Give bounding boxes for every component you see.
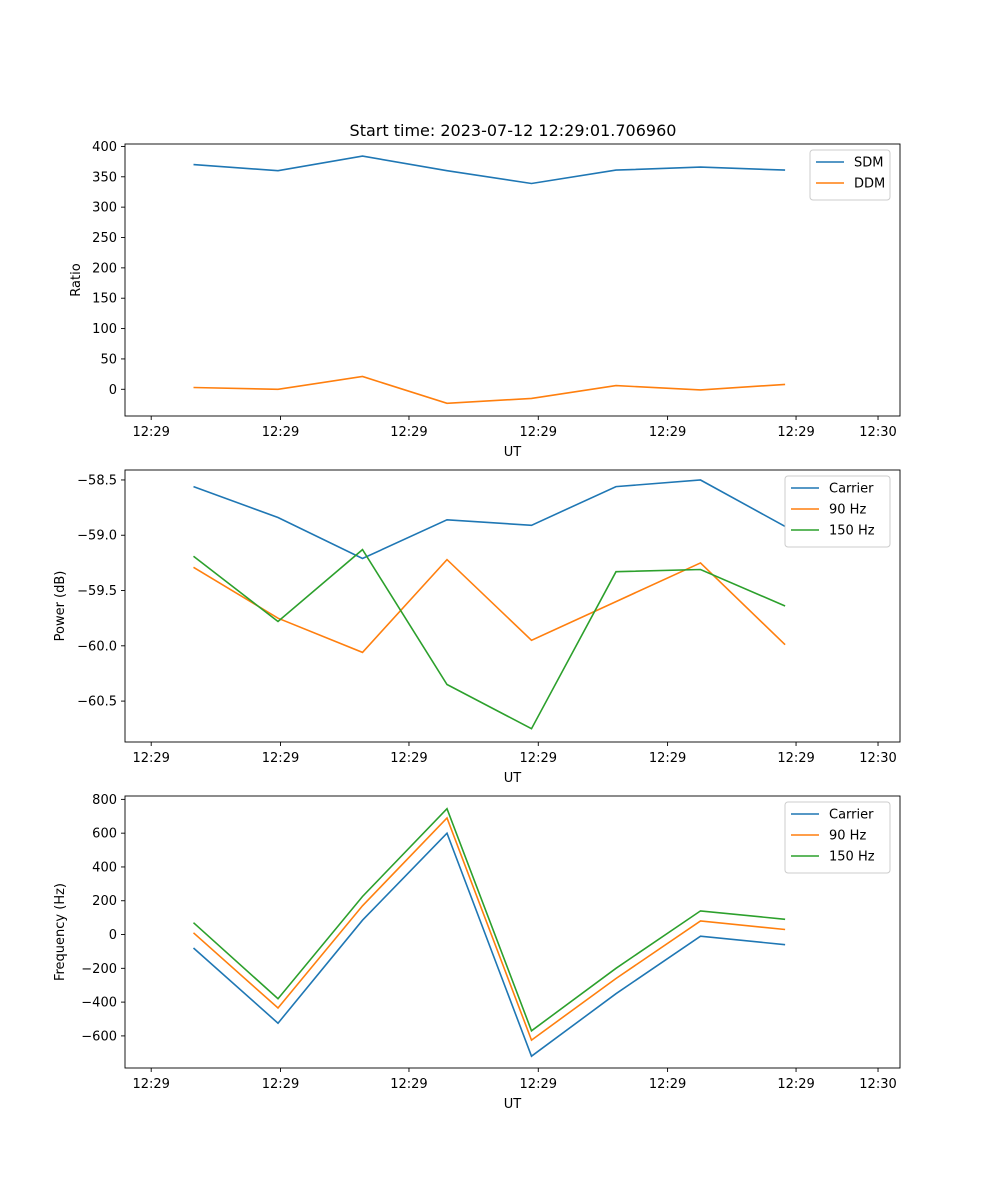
y-tick-label: 150 — [92, 292, 117, 307]
y-tick-label: 50 — [100, 352, 117, 367]
series-line-150-hz — [193, 548, 786, 730]
x-tick-label: 12:29 — [520, 751, 557, 766]
y-tick-label: 350 — [92, 170, 117, 185]
x-tick-label: 12:29 — [132, 751, 169, 766]
x-tick-label: 12:29 — [520, 425, 557, 440]
y-tick-label: 400 — [92, 140, 117, 155]
y-axis-label: Ratio — [69, 263, 84, 296]
figure-title: Start time: 2023-07-12 12:29:01.706960 — [350, 121, 677, 140]
x-axis-label: UT — [504, 445, 522, 460]
y-tick-label: 200 — [92, 261, 117, 276]
panel-power: −60.5 −60.0 −59.5 −59.0 −58.5 12:29 12:29 12:29… — [53, 469, 901, 786]
x-tick-label: 12:29 — [262, 751, 299, 766]
series-line-90-hz — [192, 816, 786, 1042]
x-tick-label: 12:29 — [390, 1077, 427, 1092]
y-tick-label: 400 — [92, 860, 117, 875]
x-tick-label: 12:29 — [777, 751, 814, 766]
y-tick-label: 600 — [92, 827, 117, 842]
series-line-carrier — [193, 479, 786, 560]
legend-label: Carrier — [829, 482, 874, 497]
y-tick-label: 250 — [92, 231, 117, 246]
y-tick-label: 0 — [109, 928, 117, 943]
x-tick-label: 12:29 — [777, 425, 814, 440]
series-line-sdm — [193, 155, 786, 185]
y-tick-label: −59.5 — [77, 584, 117, 599]
y-axis-label: Frequency (Hz) — [53, 883, 68, 981]
y-tick-label: −600 — [81, 1029, 117, 1044]
legend-label: Carrier — [829, 808, 874, 823]
x-tick-label: 12:29 — [262, 1077, 299, 1092]
x-tick-label: 12:29 — [132, 425, 169, 440]
y-tick-label: −58.5 — [77, 473, 117, 488]
x-tick-label: 12:29 — [520, 1077, 557, 1092]
y-tick-label: −60.0 — [77, 639, 117, 654]
y-tick-label: −60.5 — [77, 695, 117, 710]
y-tick-label: 200 — [92, 894, 117, 909]
plot-area-frame — [124, 795, 901, 1069]
x-tick-label: 12:30 — [859, 751, 896, 766]
series-line-carrier — [192, 831, 786, 1058]
panel-frequency: −600 −400 −200 0 200 400 600 800 12:29 12:29 12:29… — [53, 793, 901, 1112]
panel-ratio: 0 50 100 150 200 250 300 350 400 12:29 12:29 12:29 1… — [69, 140, 901, 460]
legend-label: DDM — [854, 177, 885, 192]
legend: Carrier 90 Hz 150 Hz — [784, 475, 891, 548]
y-tick-label: 300 — [92, 201, 117, 216]
series-line-ddm — [193, 375, 786, 405]
x-tick-label: 12:30 — [859, 425, 896, 440]
y-tick-label: 800 — [92, 793, 117, 808]
plot-area-frame — [124, 469, 901, 743]
legend: SDM DDM — [809, 149, 891, 201]
x-tick-label: 12:29 — [649, 751, 686, 766]
plot-area-frame — [124, 143, 901, 417]
legend: Carrier 90 Hz 150 Hz — [784, 801, 891, 874]
series-line-150-hz — [192, 807, 786, 1033]
y-tick-label: 100 — [92, 322, 117, 337]
y-axis-label: Power (dB) — [53, 571, 68, 642]
legend-label: 90 Hz — [829, 829, 866, 844]
x-tick-label: 12:29 — [649, 425, 686, 440]
x-tick-label: 12:29 — [390, 751, 427, 766]
x-axis-label: UT — [504, 1097, 522, 1112]
x-tick-label: 12:29 — [649, 1077, 686, 1092]
x-tick-label: 12:29 — [390, 425, 427, 440]
x-tick-label: 12:29 — [777, 1077, 814, 1092]
legend-label: SDM — [854, 156, 883, 171]
x-tick-label: 12:30 — [859, 1077, 896, 1092]
y-tick-label: 0 — [109, 383, 117, 398]
x-tick-label: 12:29 — [262, 425, 299, 440]
x-axis-label: UT — [504, 771, 522, 786]
legend-label: 150 Hz — [829, 850, 875, 865]
y-tick-label: −200 — [81, 962, 117, 977]
x-tick-label: 12:29 — [132, 1077, 169, 1092]
legend-label: 90 Hz — [829, 503, 866, 518]
legend-label: 150 Hz — [829, 524, 875, 539]
y-tick-label: −400 — [81, 996, 117, 1011]
y-tick-label: −59.0 — [77, 529, 117, 544]
